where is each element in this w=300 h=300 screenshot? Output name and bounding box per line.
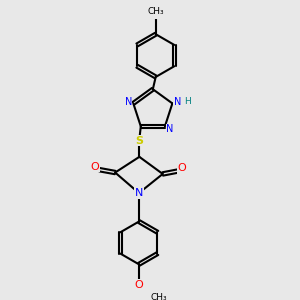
Text: N: N: [174, 97, 181, 107]
Text: N: N: [167, 124, 174, 134]
Text: N: N: [135, 188, 143, 198]
Text: CH₃: CH₃: [147, 8, 164, 16]
Text: N: N: [124, 97, 132, 107]
Text: O: O: [135, 280, 143, 290]
Text: CH₃: CH₃: [147, 10, 164, 19]
Text: O: O: [178, 163, 186, 173]
Text: S: S: [135, 136, 143, 146]
Text: O: O: [91, 162, 100, 172]
Text: H: H: [184, 98, 190, 106]
Text: CH₃: CH₃: [150, 293, 166, 300]
